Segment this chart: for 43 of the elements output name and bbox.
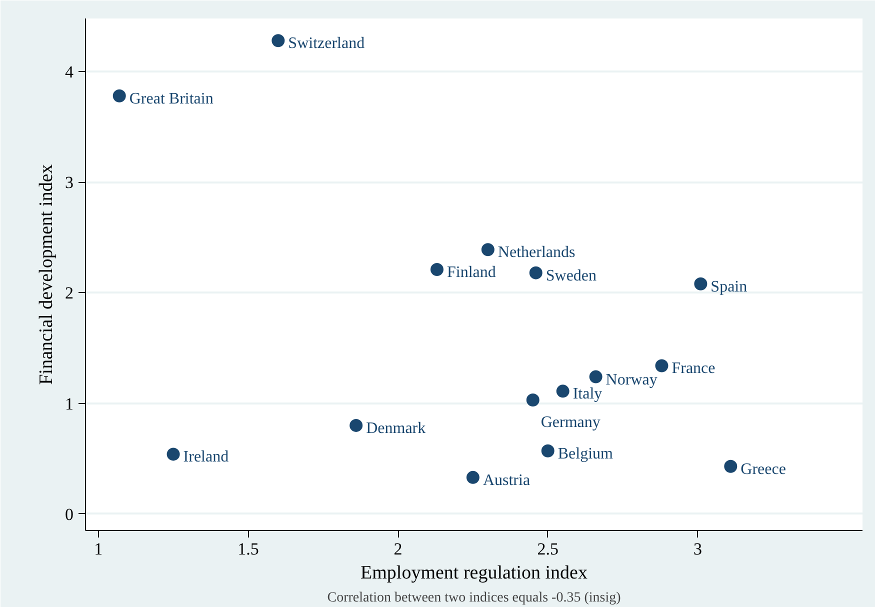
y-tick-label: 2 <box>65 284 74 303</box>
y-tick-label: 3 <box>65 173 74 192</box>
annotation: France <box>672 360 716 378</box>
annotation: Belgium <box>558 445 614 462</box>
point <box>466 470 480 484</box>
point <box>350 418 363 432</box>
point <box>272 34 285 48</box>
x-tick-label: 2.5 <box>537 540 558 558</box>
annotation: Norway <box>606 371 658 388</box>
point <box>589 370 602 384</box>
x-axis-title: Employment regulation index <box>360 562 588 584</box>
x-tick-label: 1.5 <box>238 540 259 558</box>
annotation: Ireland <box>183 448 229 466</box>
x-tick-label: 1 <box>94 540 103 558</box>
annotation: Denmark <box>366 420 426 437</box>
point <box>526 394 540 406</box>
point <box>655 359 668 372</box>
x-tick-label: 3 <box>693 540 702 558</box>
y-tick-label: 0 <box>65 504 74 524</box>
y-tick-label: 4 <box>65 62 74 82</box>
y-axis-title: Financial development index <box>36 164 57 385</box>
annotation: Spain <box>710 278 748 296</box>
annotation: Switzerland <box>288 35 365 52</box>
point <box>430 263 444 276</box>
point <box>724 460 738 473</box>
x-tick-label: 2 <box>394 540 402 558</box>
point <box>112 89 126 102</box>
annotation: Greece <box>740 460 786 478</box>
point <box>556 384 570 398</box>
annotation: Great Britain <box>129 90 214 108</box>
annotation: Italy <box>572 386 602 403</box>
annotation: Sweden <box>546 267 597 284</box>
annotation: Germany <box>540 414 600 432</box>
text: Correlation between two indices equals -0.35 (insig) <box>327 590 622 606</box>
annotation: Netherlands <box>498 244 576 262</box>
annotation: Finland <box>446 264 496 282</box>
point <box>481 243 494 256</box>
point <box>529 266 542 280</box>
y-tick-label: 1 <box>65 394 74 414</box>
point <box>166 448 180 461</box>
point <box>694 277 708 290</box>
point <box>541 444 554 458</box>
annotation: Austria <box>482 472 530 489</box>
